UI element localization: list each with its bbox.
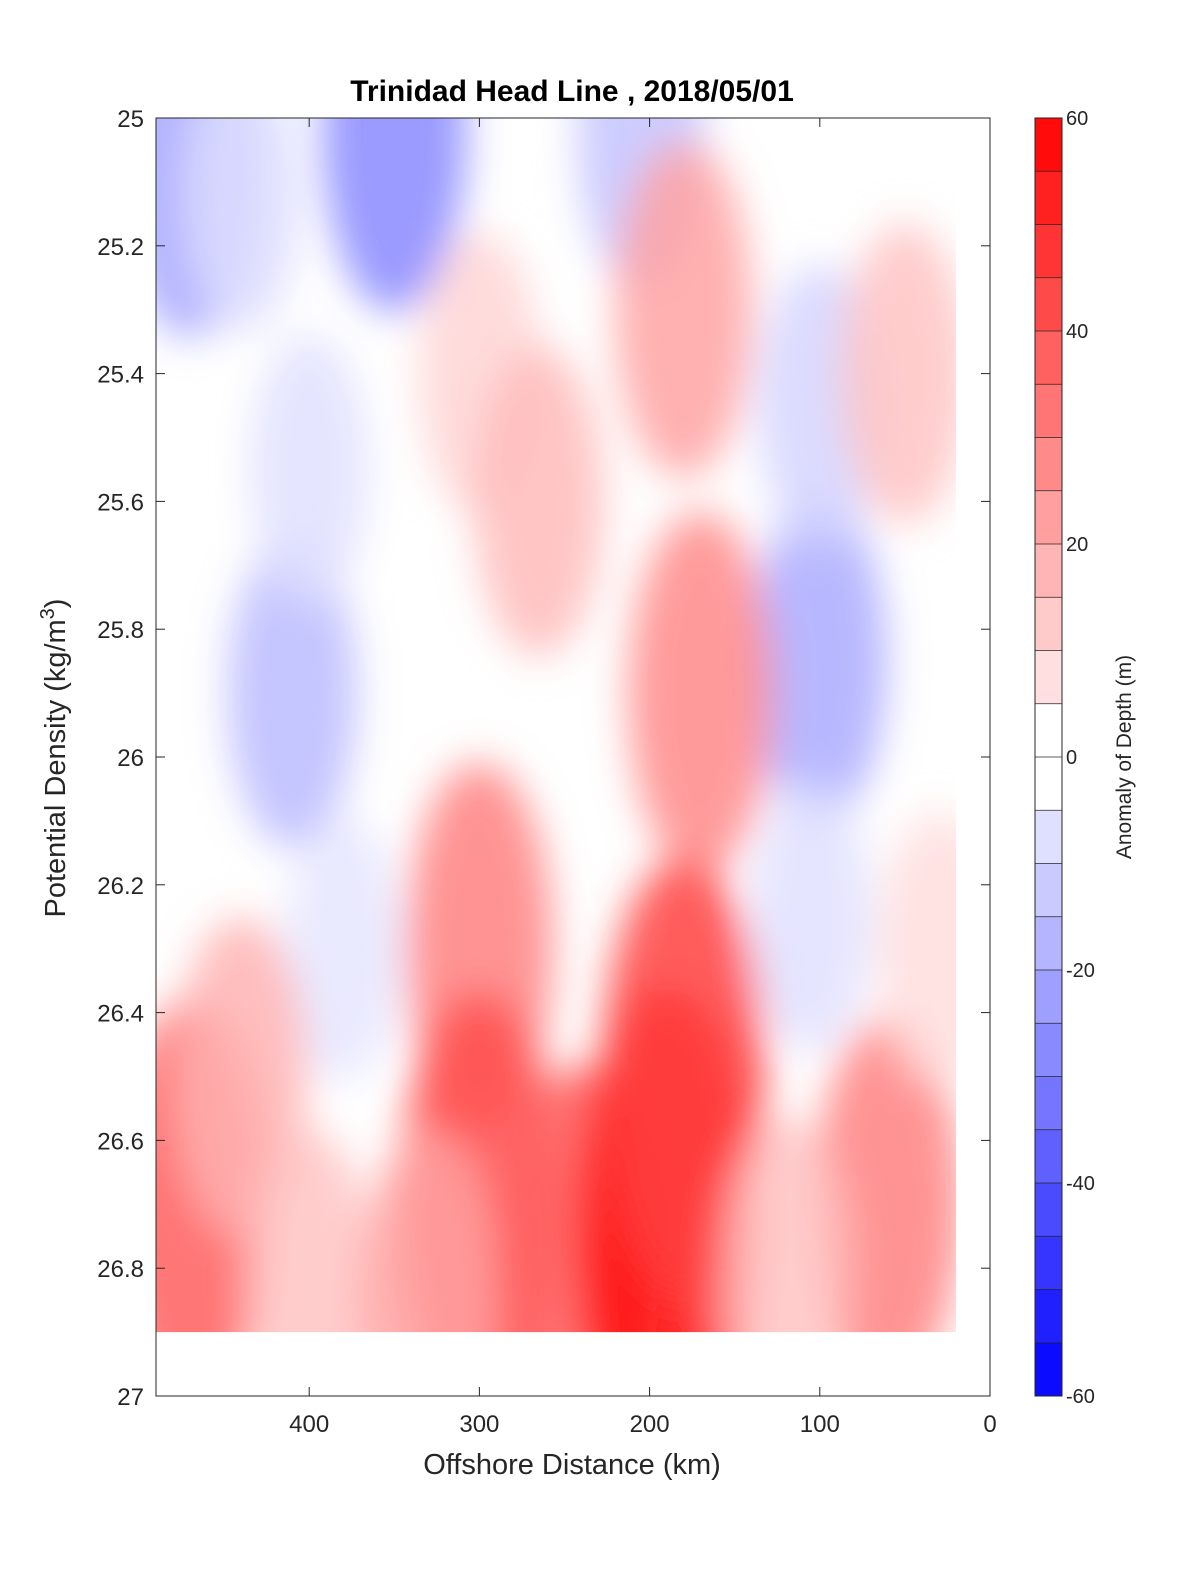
colorbar-level — [1035, 597, 1062, 651]
colorbar-level — [1035, 650, 1062, 705]
colorbar-level — [1035, 1023, 1062, 1077]
x-tick-label: 100 — [800, 1411, 840, 1438]
y-tick-label: 25.4 — [97, 362, 144, 389]
x-tick-label: 300 — [459, 1411, 499, 1438]
colorbar-level — [1035, 1129, 1062, 1184]
y-tick-label: 25.8 — [97, 617, 144, 644]
contour-feature — [879, 811, 956, 1087]
colorbar-tick-label: 20 — [1066, 534, 1088, 556]
colorbar-tick-label: 40 — [1066, 321, 1088, 343]
contour-feature — [722, 1117, 850, 1333]
contour-feature — [615, 141, 752, 479]
y-axis-label-text: Potential Density (kg/m — [40, 619, 72, 917]
y-tick-label: 26.2 — [97, 873, 144, 900]
colorbar-level — [1035, 331, 1062, 385]
colorbar-level — [1035, 1289, 1062, 1344]
contour-feature — [752, 781, 871, 1053]
y-axis-label: Potential Density (kg/m3) — [37, 599, 72, 918]
y-tick-label: 26 — [117, 745, 144, 772]
colorbar-level — [1035, 437, 1062, 492]
x-axis: 400 300 200 100 0 — [289, 118, 997, 1438]
colorbar-level — [1035, 810, 1062, 864]
colorbar-frame — [1034, 117, 1063, 1397]
y-axis-label-close: ) — [40, 599, 72, 609]
colorbar-level — [1035, 171, 1062, 225]
colorbar-level — [1035, 277, 1062, 332]
colorbar-tick-label: 0 — [1066, 747, 1077, 769]
contour-feature — [841, 222, 956, 525]
colorbar-tick-label: -40 — [1066, 1173, 1095, 1195]
colorbar-level — [1035, 384, 1062, 438]
colorbar-level — [1035, 916, 1062, 971]
contour-fill-layer — [156, 118, 956, 1333]
contour-feature — [245, 1130, 373, 1333]
colorbar-level — [1035, 1076, 1062, 1131]
contour-feature — [474, 346, 604, 657]
contour-feature — [628, 511, 773, 875]
colorbar-level — [1035, 970, 1062, 1024]
contour-feature — [322, 118, 467, 313]
contour-feature — [227, 537, 357, 849]
contour-feature — [249, 334, 369, 605]
contour-feature — [284, 815, 402, 1082]
colorbar-level — [1035, 1342, 1062, 1397]
colorbar-tick-label: -60 — [1066, 1386, 1095, 1408]
y-tick-label: 25 — [117, 106, 144, 133]
contour-feature — [360, 1131, 497, 1333]
chart-title: Trinidad Head Line , 2018/05/01 — [350, 75, 794, 108]
x-tick-label: 0 — [983, 1411, 996, 1438]
y-tick-label: 25.2 — [97, 234, 144, 261]
colorbar: 60 40 20 0 -20 -40 -60 — [1034, 108, 1095, 1408]
y-tick-label: 25.6 — [97, 489, 144, 516]
contour-feature — [181, 118, 301, 333]
colorbar-level — [1035, 490, 1062, 545]
colorbar-level — [1035, 544, 1062, 598]
colorbar-tick-label: -20 — [1066, 960, 1095, 982]
x-tick-label: 400 — [289, 1411, 329, 1438]
colorbar-label: Anomaly of Depth (m) — [1113, 655, 1136, 859]
y-tick-label: 27 — [117, 1384, 144, 1411]
y-tick-label: 26.6 — [97, 1128, 144, 1155]
y-axis: 25 25.2 25.4 25.6 25.8 26 26.2 26.4 26.6 26.8 27 — [97, 106, 990, 1411]
contour-feature — [601, 857, 766, 1296]
colorbar-level — [1035, 1236, 1062, 1290]
colorbar-level — [1035, 1183, 1062, 1237]
y-tick-label: 26.8 — [97, 1256, 144, 1283]
x-axis-label: Offshore Distance (km) — [423, 1449, 721, 1481]
colorbar-level — [1035, 224, 1062, 279]
y-tick-label: 26.4 — [97, 1001, 144, 1028]
contour-feature — [752, 497, 887, 826]
y-axis-label-superscript: 3 — [37, 608, 59, 619]
contour-feature — [814, 1018, 956, 1333]
colorbar-tick-label: 60 — [1066, 108, 1088, 130]
colorbar-level — [1035, 118, 1062, 172]
colorbar-level — [1035, 863, 1062, 918]
x-tick-label: 200 — [630, 1411, 670, 1438]
colorbar-level — [1035, 703, 1062, 758]
colorbar-level — [1035, 757, 1062, 811]
